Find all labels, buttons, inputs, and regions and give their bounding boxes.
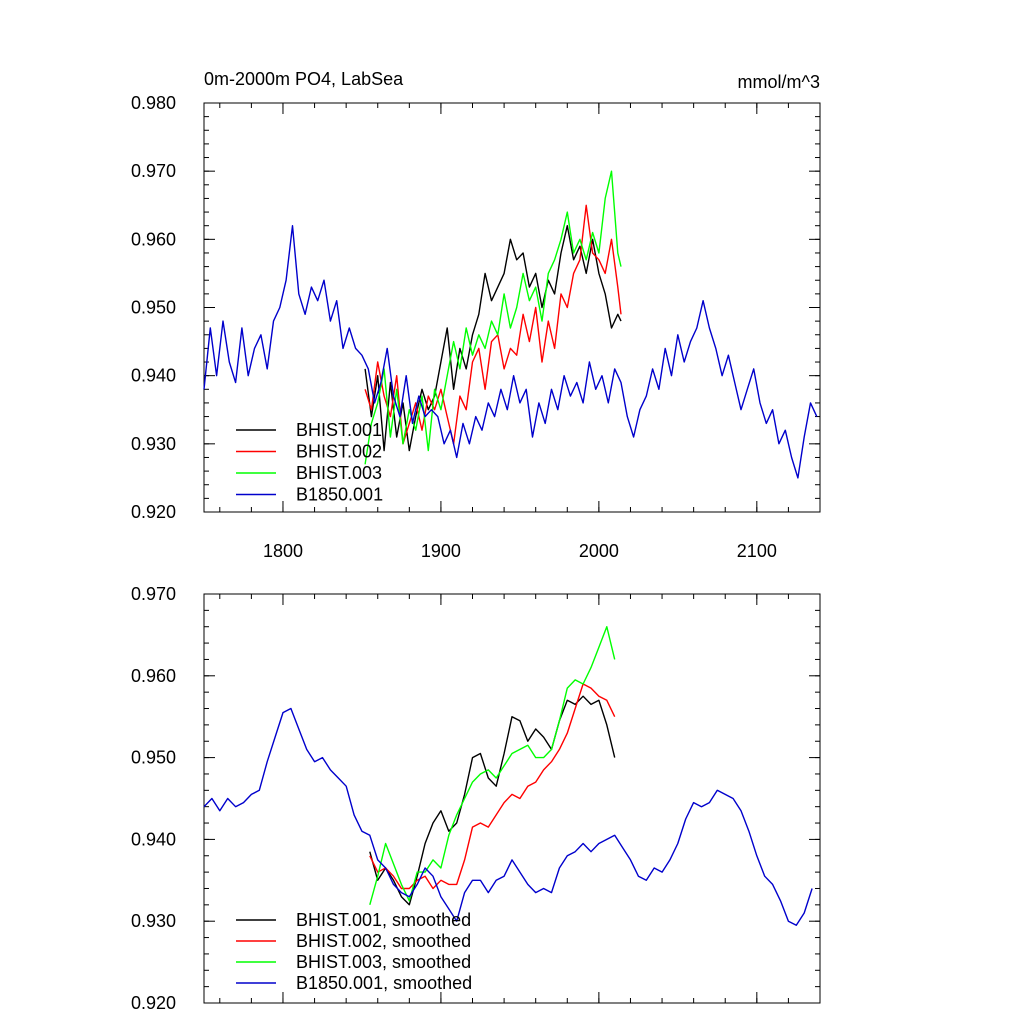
x-tick-label: 2100 bbox=[737, 541, 777, 561]
legend-label: BHIST.002 bbox=[296, 442, 382, 462]
x-tick-label: 1800 bbox=[263, 541, 303, 561]
series-line bbox=[364, 204, 622, 445]
series-line bbox=[364, 224, 622, 452]
units-label: mmol/m^3 bbox=[738, 72, 820, 92]
series-line bbox=[203, 224, 818, 479]
y-tick-label: 0.930 bbox=[131, 911, 176, 931]
legend-label: BHIST.003 bbox=[296, 463, 382, 483]
x-tick-label: 2000 bbox=[579, 541, 619, 561]
plot-frame bbox=[203, 593, 821, 1004]
legend-label: BHIST.001 bbox=[296, 420, 382, 440]
y-tick-label: 0.960 bbox=[131, 666, 176, 686]
legend-label: BHIST.003, smoothed bbox=[296, 952, 471, 972]
y-tick-label: 0.970 bbox=[131, 584, 176, 604]
legend-label: B1850.001, smoothed bbox=[296, 973, 472, 993]
series-line bbox=[369, 626, 616, 905]
y-tick-label: 0.960 bbox=[131, 229, 176, 249]
legend-label: B1850.001 bbox=[296, 485, 383, 505]
series-line bbox=[369, 683, 616, 890]
y-tick-label: 0.940 bbox=[131, 366, 176, 386]
y-tick-label: 0.950 bbox=[131, 298, 176, 318]
y-tick-label: 0.980 bbox=[131, 93, 176, 113]
series-line bbox=[364, 170, 622, 465]
chart-title: 0m-2000m PO4, LabSea bbox=[204, 69, 404, 89]
y-tick-label: 0.920 bbox=[131, 993, 176, 1013]
legend-label: BHIST.002, smoothed bbox=[296, 931, 471, 951]
series-line bbox=[203, 707, 813, 926]
y-tick-label: 0.970 bbox=[131, 161, 176, 181]
y-tick-label: 0.920 bbox=[131, 502, 176, 522]
y-tick-label: 0.940 bbox=[131, 829, 176, 849]
top-panel: 1800 1900 2000 2100 0.920 0.930 0.940 0.950 0.96… bbox=[131, 93, 821, 561]
y-tick-label: 0.950 bbox=[131, 748, 176, 768]
series-line bbox=[369, 695, 616, 906]
x-tick-label: 1900 bbox=[421, 541, 461, 561]
y-tick-label: 0.930 bbox=[131, 434, 176, 454]
legend-label: BHIST.001, smoothed bbox=[296, 910, 471, 930]
bottom-panel: 0.920 0.930 0.940 0.950 0.960 0.970 BHIST.001,… bbox=[131, 584, 821, 1013]
